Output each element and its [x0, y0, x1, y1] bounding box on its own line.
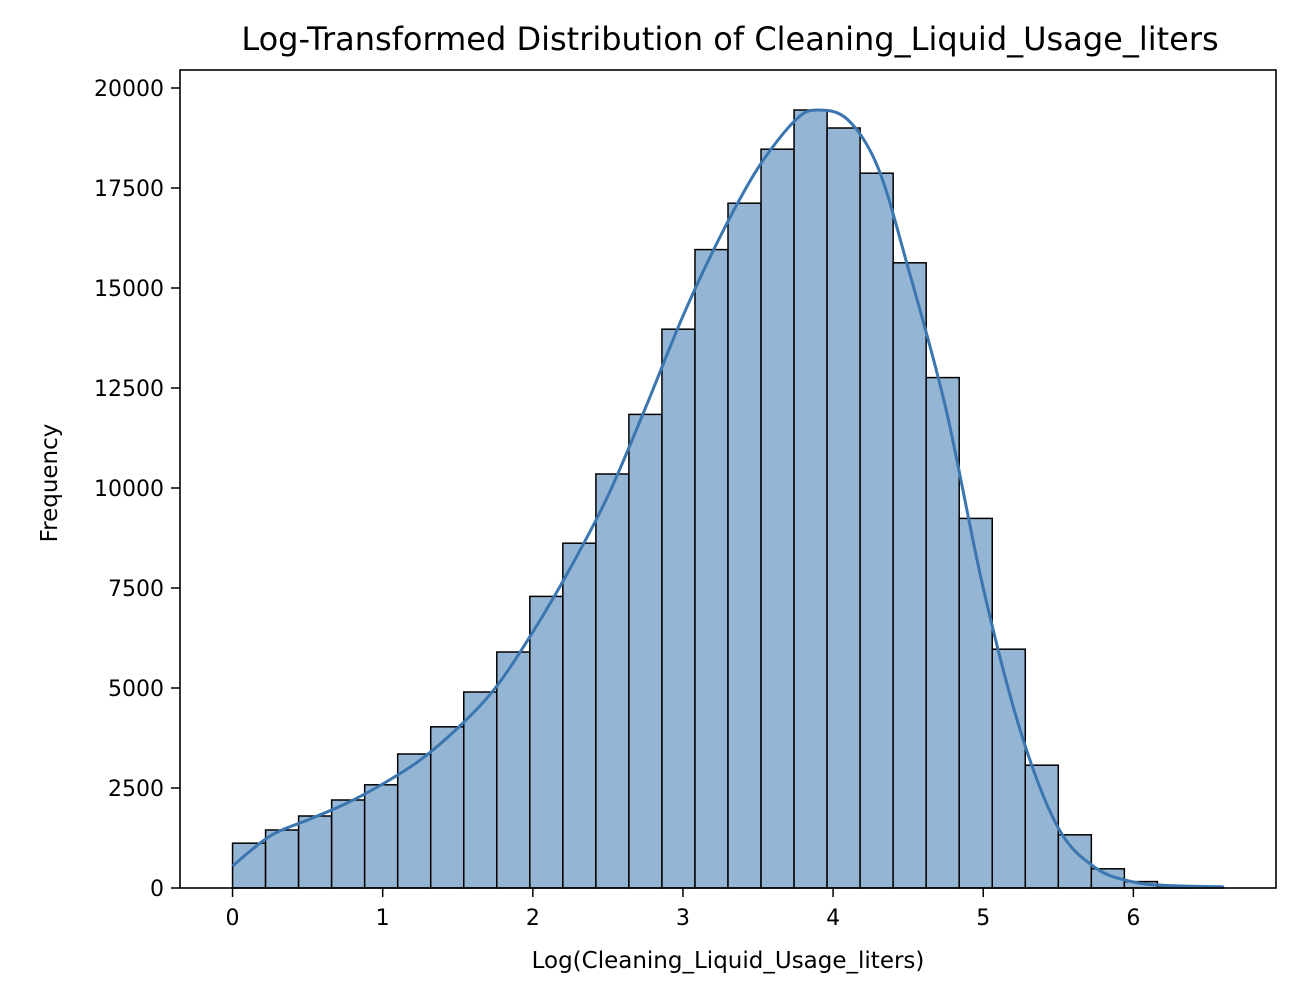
histogram-bar-18 — [826, 127, 861, 889]
histogram-bar-19 — [859, 172, 894, 889]
y-tick-label: 7500 — [108, 577, 164, 602]
histogram-bar-3 — [330, 799, 366, 889]
histogram-bar-1 — [264, 829, 300, 889]
chart-title: Log-Transformed Distribution of Cleaning… — [241, 20, 1219, 58]
x-tick-label: 3 — [676, 906, 690, 931]
x-tick-label: 6 — [1126, 906, 1140, 931]
y-tick-label: 12500 — [94, 377, 164, 402]
x-tick-label: 2 — [526, 906, 540, 931]
y-tick-label: 2500 — [108, 777, 164, 802]
x-tick-label: 4 — [826, 906, 840, 931]
histogram-bar-17 — [793, 109, 828, 889]
y-tick-label: 0 — [150, 877, 164, 902]
x-tick-label: 1 — [376, 906, 390, 931]
histogram-bar-10 — [562, 542, 597, 889]
plot-frame — [179, 69, 1277, 889]
histogram-bar-24 — [1024, 764, 1060, 889]
y-ticks-group: 0 2500 5000 7500 10000 12500 15000 17500 20000 — [94, 77, 180, 902]
histogram-bar-13 — [661, 328, 696, 889]
bars-group — [231, 109, 1225, 889]
x-ticks-group: 0 1 2 3 4 5 6 — [226, 888, 1140, 931]
histogram-bar-25 — [1057, 834, 1093, 889]
histogram-bar-0 — [231, 842, 267, 889]
kde-line — [231, 108, 1224, 889]
histogram-bar-4 — [363, 784, 399, 889]
histogram-bar-20 — [892, 262, 927, 889]
histogram-bar-9 — [529, 595, 564, 889]
histogram-bar-22 — [958, 517, 993, 889]
histogram-bar-11 — [595, 473, 630, 889]
histogram-bar-15 — [727, 202, 762, 889]
histogram-bar-8 — [496, 651, 531, 889]
histogram-bar-5 — [396, 753, 432, 889]
x-tick-label: 5 — [976, 906, 990, 931]
x-tick-label: 0 — [226, 906, 240, 931]
histogram-bar-16 — [760, 148, 795, 889]
x-axis-label: Log(Cleaning_Liquid_Usage_liters) — [531, 948, 925, 974]
histogram-bar-6 — [429, 726, 465, 889]
histogram-bar-7 — [463, 691, 498, 889]
y-tick-label: 17500 — [94, 177, 164, 202]
histogram-bar-2 — [297, 815, 333, 889]
y-tick-label: 15000 — [94, 277, 164, 302]
y-tick-label: 10000 — [94, 477, 164, 502]
y-tick-label: 20000 — [94, 77, 164, 102]
histogram-bar-12 — [628, 413, 663, 889]
y-tick-label: 5000 — [108, 677, 164, 702]
histogram-bar-14 — [694, 248, 729, 889]
